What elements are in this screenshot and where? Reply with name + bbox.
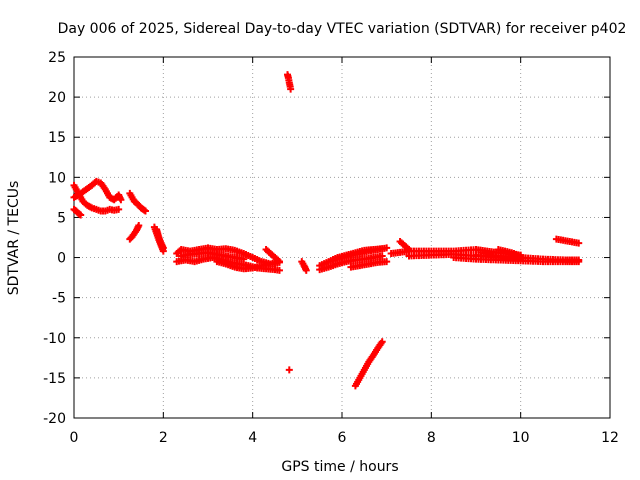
data-point: [240, 255, 248, 263]
y-tick-label: 0: [57, 251, 66, 267]
x-tick-label: 8: [427, 430, 436, 446]
data-point: [383, 258, 391, 266]
x-tick-label: 2: [159, 430, 168, 446]
y-tick-label: -20: [43, 411, 66, 427]
data-point: [275, 266, 283, 274]
data-point: [378, 252, 386, 260]
data-point: [275, 258, 283, 266]
data-points: [70, 71, 583, 390]
data-point: [383, 244, 391, 252]
data-point: [287, 85, 295, 93]
y-tick-label: 10: [48, 170, 66, 186]
x-axis-label: GPS time / hours: [281, 459, 398, 475]
x-tick-label: 12: [601, 430, 619, 446]
y-tick-label: 20: [48, 90, 66, 106]
chart-title: Day 006 of 2025, Sidereal Day-to-day VTE…: [58, 21, 627, 37]
data-point: [575, 256, 583, 264]
y-axis-label: SDTVAR / TECUs: [6, 181, 22, 296]
y-tick-label: 15: [48, 130, 66, 146]
y-tick-label: -10: [43, 331, 66, 347]
y-tick-label: 25: [48, 50, 66, 66]
axis-ticks: 0 2 4 6 8 10 12 25 20 15 10 5 0 -5 -10 -15 -20: [43, 50, 619, 446]
y-tick-label: 5: [57, 210, 66, 226]
x-tick-label: 4: [248, 430, 257, 446]
x-tick-label: 6: [338, 430, 347, 446]
data-point: [302, 266, 310, 274]
data-point: [517, 252, 525, 260]
data-point: [285, 366, 293, 374]
y-tick-label: -15: [43, 371, 66, 387]
x-tick-label: 10: [512, 430, 530, 446]
data-point: [115, 205, 123, 213]
data-point: [141, 207, 149, 215]
y-tick-label: -5: [52, 291, 66, 307]
data-point: [117, 196, 125, 204]
data-point: [77, 211, 85, 219]
data-point: [159, 247, 167, 255]
data-point: [135, 221, 143, 229]
data-point: [378, 338, 386, 346]
data-point: [575, 239, 583, 247]
x-tick-label: 0: [70, 430, 79, 446]
